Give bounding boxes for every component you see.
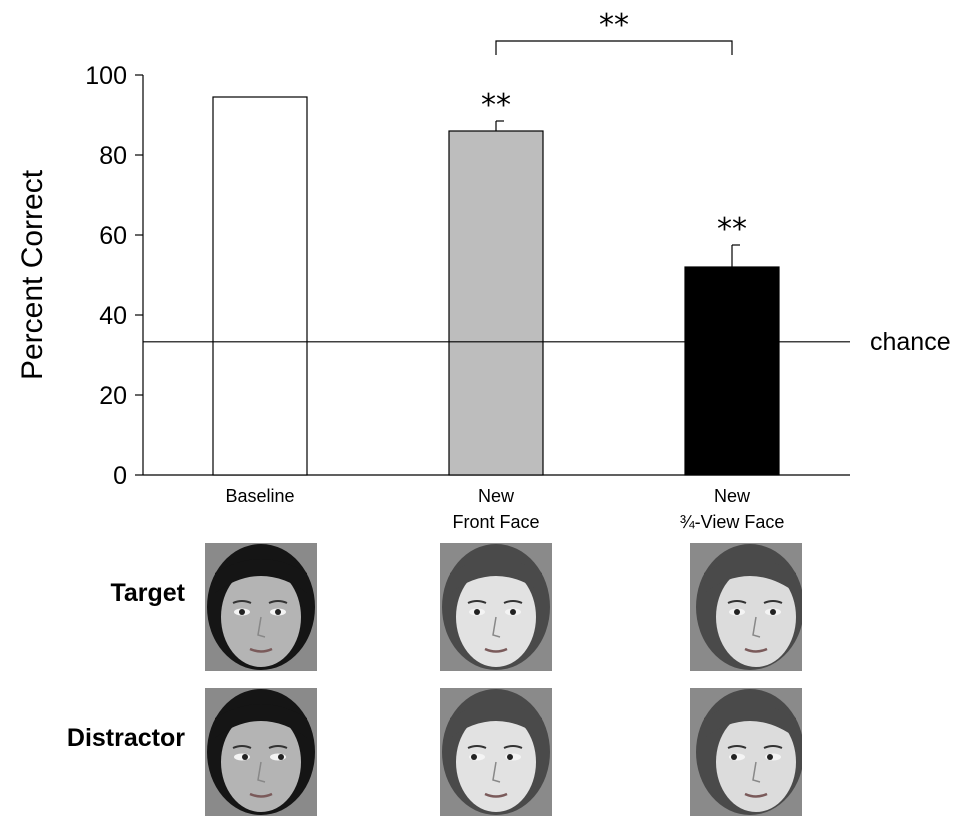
stimulus-row-label: Distractor [66,724,185,752]
x-tick-label: Baseline [225,486,294,506]
bar [212,96,308,476]
significance-stars: ** [481,88,511,123]
comparison-bracket [495,40,733,55]
face-photo-icon [690,543,802,671]
face-photo-icon [440,543,552,671]
x-tick-label: Front Face [452,512,539,532]
face-photo-icon [690,688,802,816]
bar [684,266,780,476]
y-tick-label: 20 [99,382,127,410]
face-photo-icon [205,543,317,671]
x-tick-label: ¾-View Face [680,512,785,532]
chance-label: chance [870,328,951,356]
x-tick-label: New [714,486,751,506]
bar [448,130,544,476]
face-photo-icon [440,688,552,816]
bracket-significance-stars: ** [599,8,629,43]
y-tick-label: 100 [85,62,127,90]
x-tick-label: New [478,486,515,506]
y-tick-label: 80 [99,142,127,170]
face-photo-icon [205,688,317,816]
y-tick-label: 40 [99,302,127,330]
y-tick-label: 60 [99,222,127,250]
stimulus-row-label: Target [110,579,185,607]
y-tick-label: 0 [113,462,127,490]
y-axis-title: Percent Correct [16,169,49,380]
significance-stars: ** [717,212,747,247]
bar-chart: 0 20 40 60 80 100 Percent Correct Baseline New Fr… [16,8,951,532]
